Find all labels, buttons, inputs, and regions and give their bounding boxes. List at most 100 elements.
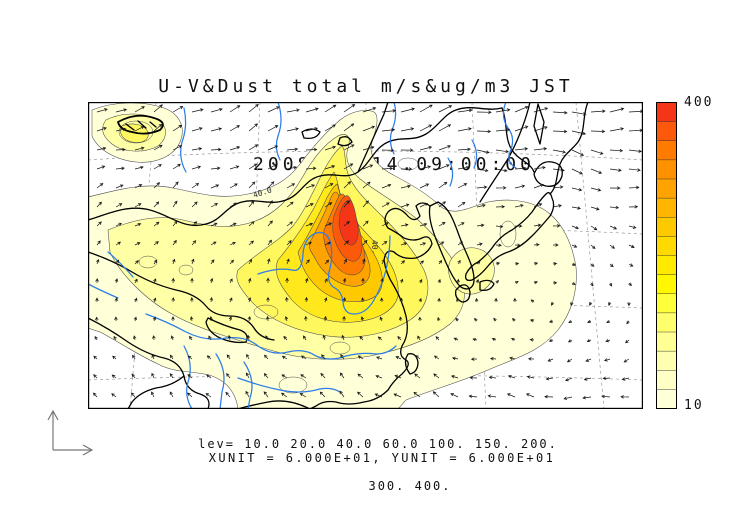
colorbar-svg bbox=[656, 102, 677, 410]
wind-vector-arrow bbox=[451, 356, 459, 361]
wind-vector-arrow bbox=[343, 200, 350, 208]
wind-vector-arrow bbox=[609, 107, 625, 113]
wind-vector-arrow bbox=[590, 187, 602, 192]
wind-vector-arrow bbox=[571, 225, 579, 230]
wind-vector-arrow bbox=[552, 185, 564, 189]
wind-vector-arrow bbox=[552, 129, 568, 134]
wind-vector-arrow bbox=[468, 394, 478, 398]
wind-vector-arrow bbox=[248, 258, 252, 265]
wind-vector-arrow bbox=[510, 337, 516, 342]
wind-vector-arrow bbox=[359, 335, 364, 341]
wind-vector-arrow bbox=[206, 374, 212, 379]
wind-vector-arrow bbox=[189, 316, 194, 322]
wind-vector-arrow bbox=[514, 105, 529, 113]
wind-vector-arrow bbox=[172, 163, 181, 170]
wind-vector-arrow bbox=[491, 337, 497, 342]
wind-vector-arrow bbox=[438, 201, 446, 208]
wind-vector-arrow bbox=[169, 391, 174, 398]
wind-vector-arrow bbox=[111, 393, 117, 398]
wind-vector-arrow bbox=[305, 277, 309, 284]
wind-vector-arrow bbox=[191, 221, 198, 227]
wind-vector-arrow bbox=[266, 296, 270, 302]
wind-vector-arrow bbox=[96, 165, 106, 170]
wind-vector-arrow bbox=[300, 374, 307, 379]
figure-title: U-V&Dust total m/s&ug/m3 JST bbox=[158, 76, 574, 97]
wind-vector-arrow bbox=[533, 223, 542, 227]
wind-vector-arrow bbox=[229, 241, 236, 246]
wind-vector-arrow bbox=[488, 375, 497, 380]
wind-vector-arrow bbox=[115, 108, 128, 113]
wind-vector-arrow bbox=[228, 316, 233, 322]
wind-vector-arrow bbox=[305, 107, 319, 113]
colorbar-segment bbox=[656, 255, 677, 276]
wind-vector-arrow bbox=[533, 147, 548, 151]
wind-vector-arrow bbox=[153, 123, 163, 132]
wind-vector-arrow bbox=[585, 358, 592, 362]
wind-vector-arrow bbox=[115, 127, 127, 132]
wind-vector-arrow bbox=[209, 315, 213, 322]
wind-vector-arrow bbox=[609, 225, 618, 230]
wind-vector-arrow bbox=[571, 111, 587, 116]
wind-vector-arrow bbox=[494, 297, 498, 303]
wind-vector-arrow bbox=[381, 128, 396, 132]
wind-vector-arrow bbox=[191, 258, 195, 265]
wind-vector-arrow bbox=[590, 149, 604, 155]
wind-vector-arrow bbox=[115, 203, 123, 208]
wind-vector-arrow bbox=[172, 124, 183, 132]
wind-vector-arrow bbox=[153, 241, 159, 246]
wind-vector-arrow bbox=[571, 206, 581, 210]
wind-vector-arrow bbox=[324, 104, 337, 113]
wind-vector-arrow bbox=[376, 356, 383, 360]
wind-vector-arrow bbox=[590, 244, 596, 249]
colorbar-segment bbox=[656, 274, 677, 295]
wind-vector-arrow bbox=[227, 334, 232, 341]
wind-vector-arrow bbox=[283, 335, 288, 341]
wind-vector-arrow bbox=[96, 258, 100, 265]
wind-vector-arrow bbox=[553, 243, 559, 247]
wind-vector-arrow bbox=[134, 106, 145, 113]
wind-vector-arrow bbox=[305, 166, 317, 171]
wind-vector-arrow bbox=[438, 124, 452, 132]
coastlines bbox=[88, 102, 589, 409]
wind-vector-arrow bbox=[247, 297, 252, 303]
wind-vector-arrow bbox=[343, 123, 355, 132]
wind-vector-arrow bbox=[457, 241, 464, 246]
wind-vector-arrow bbox=[266, 277, 270, 284]
wind-vector-arrow bbox=[229, 278, 233, 284]
wind-vector-arrow bbox=[453, 337, 459, 341]
y-axis-arrow-icon bbox=[47, 409, 59, 450]
wind-vector-arrow bbox=[172, 239, 177, 246]
wind-vector-arrow bbox=[609, 168, 622, 172]
wind-vector-arrow bbox=[246, 334, 251, 341]
map-frame bbox=[88, 102, 643, 409]
wind-vector-arrow bbox=[248, 240, 254, 246]
wind-vector-arrow bbox=[476, 110, 492, 115]
wind-vector-arrow bbox=[210, 184, 220, 189]
colorbar-segment bbox=[656, 236, 677, 257]
wind-vector-arrow bbox=[626, 320, 630, 325]
wind-vector-arrow bbox=[571, 281, 576, 286]
wind-vector-arrow bbox=[590, 263, 595, 267]
wind-vector-arrow bbox=[419, 104, 433, 113]
colorbar-segment bbox=[656, 140, 677, 161]
wind-vector-arrow bbox=[476, 129, 492, 134]
wind-vector-arrow bbox=[419, 260, 425, 265]
wind-vector-arrow bbox=[151, 391, 155, 398]
wind-vector-arrow bbox=[132, 354, 136, 360]
wind-vector-arrow bbox=[305, 127, 319, 132]
wind-vector-arrow bbox=[131, 373, 136, 379]
wind-vector-arrow bbox=[324, 202, 333, 208]
wind-vector-arrow bbox=[393, 393, 402, 398]
wind-vector-arrow bbox=[342, 277, 347, 284]
wind-vector-arrow bbox=[190, 277, 194, 284]
wind-vector-arrow bbox=[324, 278, 328, 284]
wind-vector-arrow bbox=[321, 354, 326, 360]
wind-vector-arrow bbox=[96, 201, 103, 208]
wind-vector-arrow bbox=[205, 393, 212, 398]
wind-vector-arrow bbox=[210, 127, 223, 132]
wind-vector-arrow bbox=[381, 183, 392, 189]
wind-vector-arrow bbox=[208, 335, 212, 341]
wind-vector-arrow bbox=[324, 124, 336, 132]
wind-vector-arrow bbox=[533, 126, 548, 132]
wind-vector-arrow bbox=[286, 221, 293, 227]
